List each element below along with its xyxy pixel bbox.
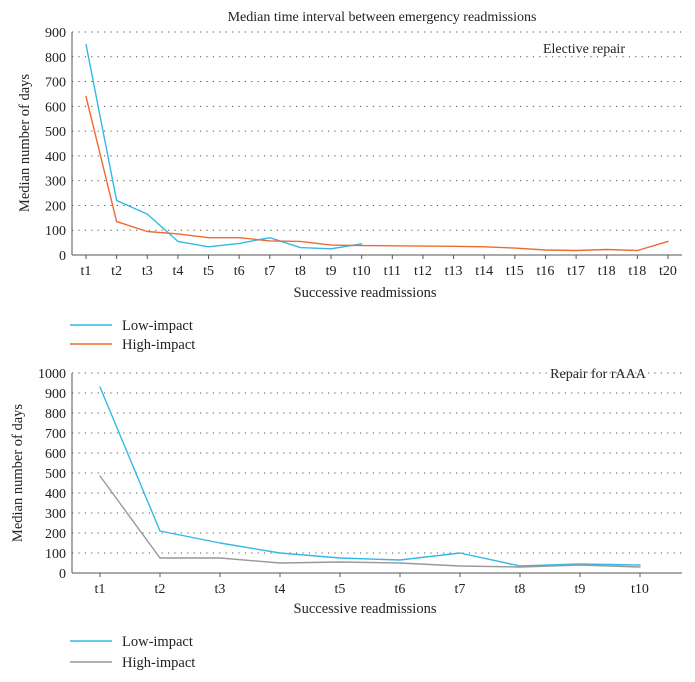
y-tick-label: 900 [45,387,66,402]
x-tick-label: t10 [631,582,649,597]
y-tick-label: 800 [45,51,66,66]
y-tick-label: 500 [45,467,66,482]
y-tick-label: 1000 [38,367,66,382]
y-tick-label: 700 [45,76,66,91]
y-tick-label: 200 [45,527,66,542]
x-tick-label: t11 [384,264,401,279]
x-tick-label: t13 [445,264,463,279]
x-tick-label: t1 [95,582,106,597]
x-tick-label: t7 [264,264,275,279]
x-axis-label: Successive readmissions [294,285,437,301]
x-tick-label: t12 [414,264,432,279]
y-tick-label: 700 [45,427,66,442]
x-tick-label: t2 [155,582,166,597]
x-tick-label: t20 [659,264,677,279]
x-tick-label: t18 [598,264,616,279]
y-tick-label: 0 [59,249,66,264]
y-tick-label: 100 [45,224,66,239]
x-tick-label: t8 [295,264,306,279]
x-tick-label: t14 [475,264,493,279]
y-tick-label: 300 [45,175,66,190]
y-axis-label: Median number of days [10,404,26,542]
x-tick-label: t5 [335,582,346,597]
y-tick-label: 300 [45,507,66,522]
x-tick-label: t2 [111,264,122,279]
x-tick-label: t8 [515,582,526,597]
x-tick-label: t6 [395,582,406,597]
x-axis-label: Successive readmissions [294,601,437,617]
chart-title: Median time interval between emergency r… [228,10,537,25]
y-tick-label: 400 [45,150,66,165]
x-tick-label: t9 [575,582,586,597]
legend-label-low-impact: Low-impact [122,634,193,650]
chart-elective-repair: Median time interval between emergency r… [17,10,682,301]
chart-repair-raaa: Repair for rAAA Successive readmissions … [10,367,682,617]
y-tick-label: 500 [45,125,66,140]
x-tick-label: t16 [537,264,555,279]
x-tick-label: t4 [172,264,183,279]
series-line-low-impact [85,43,363,250]
x-tick-label: t1 [81,264,92,279]
y-tick-label: 100 [45,547,66,562]
y-tick-label: 600 [45,100,66,115]
x-tick-label: t4 [275,582,286,597]
x-tick-label: t18 [628,264,646,279]
x-tick-label: t3 [215,582,226,597]
legend-top: Low-impact High-impact [70,318,195,353]
series-line-high-impact [85,95,669,252]
panel-label-elective: Elective repair [543,42,625,57]
y-tick-label: 600 [45,447,66,462]
series-line-low-impact [99,386,641,567]
x-tick-label: t7 [455,582,466,597]
y-tick-label: 400 [45,487,66,502]
y-tick-label: 0 [59,567,66,582]
panel-label-raaa: Repair for rAAA [550,367,647,382]
x-tick-label: t5 [203,264,214,279]
series-line-high-impact [99,475,641,568]
y-tick-label: 800 [45,407,66,422]
x-tick-label: t15 [506,264,524,279]
x-tick-label: t9 [326,264,337,279]
legend-label-high-impact: High-impact [122,655,195,671]
x-tick-label: t6 [234,264,245,279]
x-tick-label: t10 [353,264,371,279]
legend-label-high-impact: High-impact [122,337,195,353]
y-tick-label: 200 [45,199,66,214]
x-tick-label: t3 [142,264,153,279]
x-tick-label: t17 [567,264,585,279]
legend-bottom: Low-impact High-impact [70,634,195,671]
legend-label-low-impact: Low-impact [122,318,193,334]
y-axis-label: Median number of days [17,74,33,212]
y-tick-label: 900 [45,26,66,41]
